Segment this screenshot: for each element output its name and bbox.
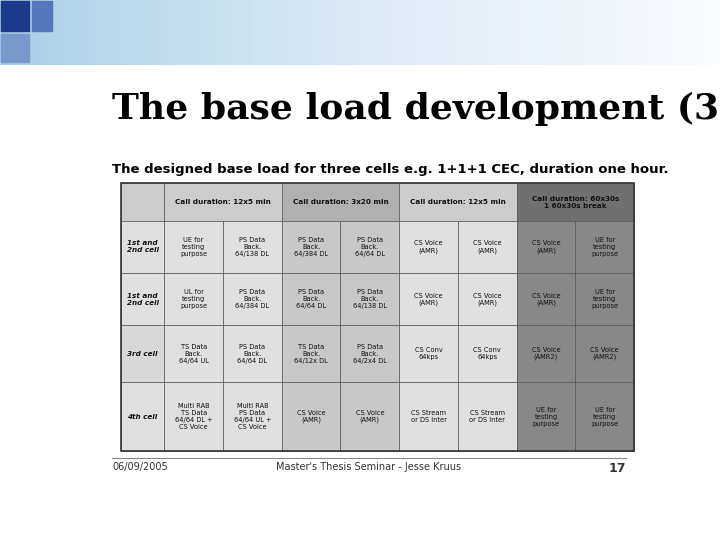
- Bar: [399, 273, 458, 326]
- Bar: [121, 382, 164, 451]
- Text: 4th cell: 4th cell: [127, 414, 158, 420]
- Bar: [1, 1, 29, 31]
- Text: The base load development (3): The base load development (3): [112, 92, 720, 126]
- Bar: [223, 221, 282, 273]
- Text: UE for
testing
purpose: UE for testing purpose: [591, 407, 618, 427]
- Text: 1st and
2nd cell: 1st and 2nd cell: [127, 240, 158, 253]
- Bar: [575, 273, 634, 326]
- Text: PS Data
Back.
64/64 DL: PS Data Back. 64/64 DL: [355, 237, 384, 257]
- Bar: [575, 382, 634, 451]
- Bar: [164, 273, 223, 326]
- Text: CS Voice
(AMR): CS Voice (AMR): [531, 293, 560, 306]
- Bar: [164, 326, 223, 382]
- Bar: [282, 382, 341, 451]
- Bar: [458, 326, 517, 382]
- Bar: [282, 221, 341, 273]
- Text: 06/09/2005: 06/09/2005: [112, 462, 168, 472]
- Text: Call duration: 12x5 min: Call duration: 12x5 min: [410, 199, 506, 205]
- Bar: [399, 382, 458, 451]
- Text: CS Conv
64kps: CS Conv 64kps: [415, 347, 442, 360]
- Text: CS Voice
(AMR2): CS Voice (AMR2): [531, 347, 560, 360]
- Bar: [121, 183, 634, 451]
- Text: 3rd cell: 3rd cell: [127, 350, 158, 356]
- Text: Master's Thesis Seminar - Jesse Kruus: Master's Thesis Seminar - Jesse Kruus: [276, 462, 462, 472]
- Bar: [282, 326, 341, 382]
- Text: PS Data
Back.
64/64 DL: PS Data Back. 64/64 DL: [296, 289, 326, 309]
- Bar: [223, 273, 282, 326]
- Text: The designed base load for three cells e.g. 1+1+1 CEC, duration one hour.: The designed base load for three cells e…: [112, 163, 669, 176]
- Bar: [341, 273, 399, 326]
- Text: CS Voice
(AMR): CS Voice (AMR): [297, 410, 325, 423]
- Text: UE for
testing
purpose: UE for testing purpose: [532, 407, 559, 427]
- Text: 1st and
2nd cell: 1st and 2nd cell: [127, 293, 158, 306]
- Text: CS Stream
or DS Inter: CS Stream or DS Inter: [410, 410, 446, 423]
- Bar: [341, 326, 399, 382]
- Bar: [399, 326, 458, 382]
- Bar: [121, 221, 164, 273]
- Text: Multi RAB
PS Data
64/64 UL +
CS Voice: Multi RAB PS Data 64/64 UL + CS Voice: [234, 403, 271, 430]
- Bar: [341, 221, 399, 273]
- Bar: [458, 221, 517, 273]
- Bar: [223, 326, 282, 382]
- Bar: [164, 382, 223, 451]
- Text: Call duration: 12x5 min: Call duration: 12x5 min: [175, 199, 271, 205]
- Bar: [121, 273, 164, 326]
- Bar: [164, 183, 282, 221]
- Text: CS Conv
64kps: CS Conv 64kps: [473, 347, 501, 360]
- Bar: [458, 273, 517, 326]
- Bar: [341, 382, 399, 451]
- Text: PS Data
Back.
64/384 DL: PS Data Back. 64/384 DL: [294, 237, 328, 257]
- Bar: [517, 183, 634, 221]
- Bar: [517, 221, 575, 273]
- Bar: [164, 221, 223, 273]
- Text: CS Voice
(AMR2): CS Voice (AMR2): [590, 347, 619, 360]
- Bar: [575, 221, 634, 273]
- Text: Multi RAB
TS Data
64/64 DL +
CS Voice: Multi RAB TS Data 64/64 DL + CS Voice: [175, 403, 212, 430]
- Bar: [282, 273, 341, 326]
- Text: UE for
testing
purpose: UE for testing purpose: [180, 237, 207, 257]
- Text: CS Voice
(AMR): CS Voice (AMR): [414, 240, 443, 254]
- Bar: [223, 382, 282, 451]
- Text: CS Voice
(AMR): CS Voice (AMR): [473, 293, 502, 306]
- Bar: [517, 382, 575, 451]
- Text: Call duration: 3x20 min: Call duration: 3x20 min: [292, 199, 388, 205]
- Text: UE for
testing
purpose: UE for testing purpose: [591, 237, 618, 257]
- Text: CS Voice
(AMR): CS Voice (AMR): [473, 240, 502, 254]
- Text: CS Stream
or DS Inter: CS Stream or DS Inter: [469, 410, 505, 423]
- Text: PS Data
Back.
64/2x4 DL: PS Data Back. 64/2x4 DL: [353, 343, 387, 363]
- Bar: [517, 273, 575, 326]
- Bar: [32, 1, 52, 31]
- Bar: [282, 183, 399, 221]
- Text: TS Data
Back.
64/64 UL: TS Data Back. 64/64 UL: [179, 343, 209, 363]
- Text: PS Data
Back.
64/138 DL: PS Data Back. 64/138 DL: [353, 289, 387, 309]
- Bar: [399, 221, 458, 273]
- Text: CS Voice
(AMR): CS Voice (AMR): [531, 240, 560, 254]
- Text: 17: 17: [608, 462, 626, 475]
- Text: UE for
testing
purpose: UE for testing purpose: [591, 289, 618, 309]
- Text: TS Data
Back.
64/12x DL: TS Data Back. 64/12x DL: [294, 343, 328, 363]
- Bar: [121, 326, 164, 382]
- Text: PS Data
Back.
64/384 DL: PS Data Back. 64/384 DL: [235, 289, 269, 309]
- Bar: [517, 326, 575, 382]
- Text: PS Data
Back.
64/138 DL: PS Data Back. 64/138 DL: [235, 237, 269, 257]
- Bar: [458, 382, 517, 451]
- Bar: [575, 326, 634, 382]
- Text: Call duration: 60x30s
1 60x30s break: Call duration: 60x30s 1 60x30s break: [531, 195, 619, 208]
- Bar: [1, 33, 29, 62]
- Text: UL for
testing
purpose: UL for testing purpose: [180, 289, 207, 309]
- Bar: [399, 183, 517, 221]
- Text: CS Voice
(AMR): CS Voice (AMR): [356, 410, 384, 423]
- Bar: [121, 183, 164, 221]
- Text: CS Voice
(AMR): CS Voice (AMR): [414, 293, 443, 306]
- Text: PS Data
Back.
64/64 DL: PS Data Back. 64/64 DL: [238, 343, 267, 363]
